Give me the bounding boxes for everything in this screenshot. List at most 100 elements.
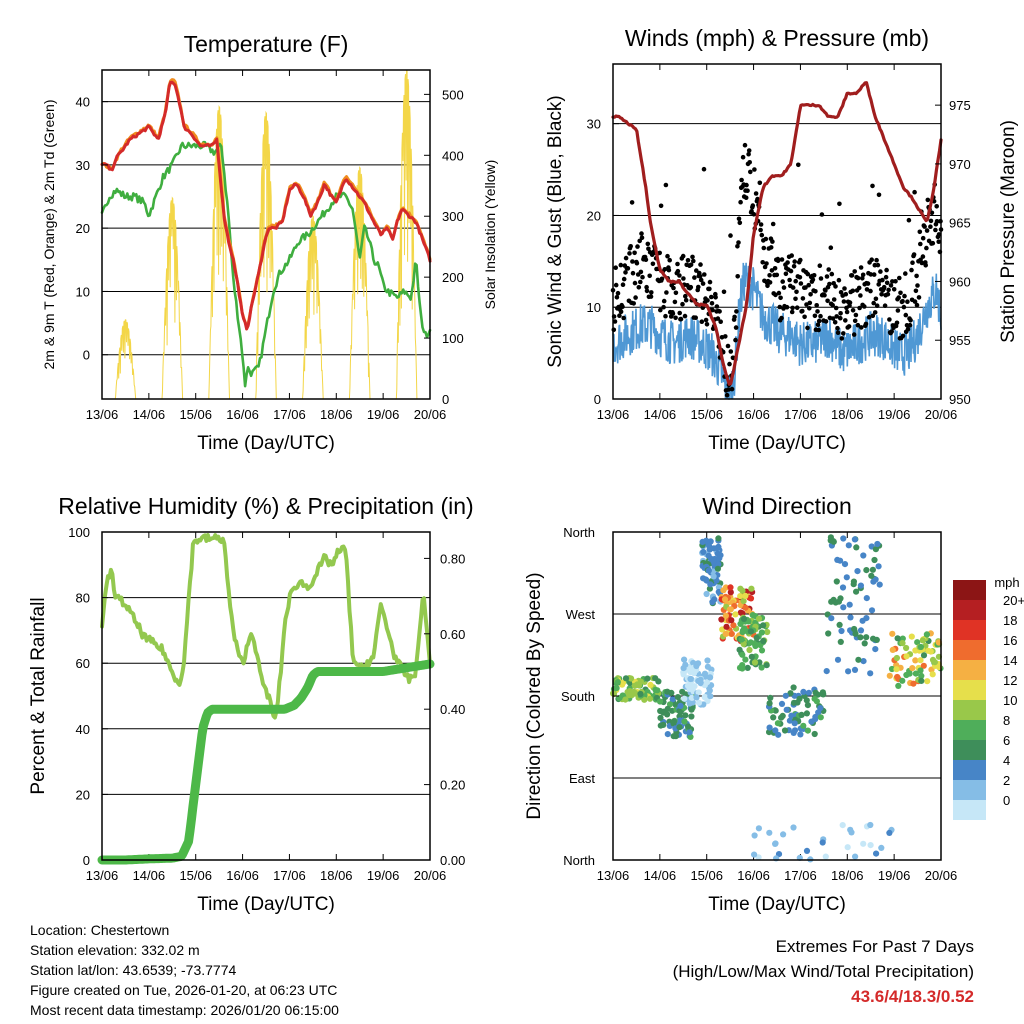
- gust-point: [681, 276, 686, 281]
- gust-point: [903, 271, 908, 276]
- gust-point: [763, 236, 769, 242]
- humidity-y-tick-label: 60: [76, 656, 90, 671]
- gust-point: [807, 300, 813, 306]
- direction-point: [817, 714, 824, 721]
- direction-point: [840, 535, 847, 542]
- gust-point: [864, 287, 870, 292]
- gust-point: [836, 277, 842, 283]
- direction-y-tick-label: North: [563, 525, 595, 540]
- humidity-title: Relative Humidity (%) & Precipitation (i…: [58, 493, 473, 519]
- direction-title: Wind Direction: [702, 493, 852, 519]
- direction-point: [812, 689, 819, 696]
- temperature-y-tick-label: 30: [76, 158, 90, 173]
- gust-point: [773, 292, 778, 298]
- gust-point: [830, 302, 835, 308]
- direction-point: [677, 702, 684, 710]
- gust-point: [796, 162, 801, 168]
- gust-point: [835, 325, 840, 331]
- direction-point: [852, 853, 859, 860]
- gust-point: [649, 290, 654, 295]
- gust-point: [671, 285, 676, 291]
- direction-point: [803, 697, 810, 704]
- direction-point: [772, 727, 779, 734]
- temperature-x-tick-label: 16/06: [226, 407, 259, 422]
- gust-point: [646, 246, 651, 252]
- gust-point: [740, 154, 746, 160]
- gust-point: [723, 334, 728, 339]
- direction-point: [737, 585, 744, 592]
- direction-x-tick-label: 15/06: [690, 868, 723, 883]
- winds-y-tick-label: 20: [587, 208, 601, 223]
- humidity-x-tick-label: 15/06: [179, 868, 212, 883]
- gust-point: [866, 314, 872, 320]
- gust-point: [739, 177, 744, 183]
- direction-point: [753, 634, 760, 641]
- gust-point: [765, 283, 770, 289]
- direction-point: [925, 647, 932, 654]
- gust-point: [752, 167, 757, 172]
- direction-point: [755, 825, 763, 832]
- gust-point: [618, 262, 624, 268]
- gust-point: [724, 392, 730, 398]
- humidity-y-tick-label: 80: [76, 591, 90, 606]
- temperature-panel: 13/06 14/06 15/06 16/06 17/06 18/06 19/06 20/06…: [41, 31, 498, 454]
- dewpoint-line: [100, 140, 432, 388]
- gust-point: [680, 253, 686, 259]
- gust-point: [620, 304, 625, 310]
- direction-point: [874, 540, 881, 548]
- gust-point: [917, 229, 923, 235]
- gust-point: [873, 296, 879, 302]
- gust-point: [685, 258, 691, 263]
- direction-point: [886, 672, 893, 679]
- speed-legend-swatch: [953, 620, 986, 640]
- gust-point: [621, 276, 627, 282]
- gust-point: [758, 227, 763, 233]
- direction-point: [755, 615, 763, 622]
- direction-point: [627, 675, 635, 682]
- direction-point: [727, 606, 734, 613]
- gust-point: [920, 235, 926, 241]
- direction-point: [748, 653, 755, 660]
- direction-x-tick-label: 17/06: [784, 868, 817, 883]
- gust-point: [699, 319, 705, 325]
- speed-legend-swatch: [953, 600, 986, 620]
- gust-point: [816, 318, 822, 324]
- direction-point: [908, 633, 915, 640]
- direction-point: [693, 694, 700, 701]
- direction-point: [899, 635, 906, 642]
- gust-point: [912, 189, 917, 195]
- direction-point: [720, 587, 727, 594]
- gust-point: [857, 305, 862, 311]
- direction-point: [772, 840, 779, 847]
- gust-point: [902, 293, 907, 299]
- gust-point: [672, 299, 678, 305]
- gust-point: [784, 304, 790, 310]
- gust-point: [715, 316, 721, 321]
- direction-point: [860, 840, 867, 847]
- direction-point: [919, 637, 927, 644]
- gust-point: [688, 262, 694, 268]
- gust-point: [683, 297, 689, 303]
- gust-point: [638, 269, 644, 275]
- gust-point: [814, 303, 819, 308]
- direction-point: [664, 705, 671, 712]
- direction-point: [742, 656, 749, 663]
- direction-point: [622, 696, 629, 703]
- gust-point: [659, 276, 665, 282]
- gust-point: [855, 275, 861, 281]
- gust-point: [790, 285, 796, 290]
- gust-point: [897, 275, 902, 281]
- direction-point: [804, 702, 812, 709]
- direction-point: [763, 662, 770, 669]
- direction-point: [741, 625, 748, 632]
- gust-point: [623, 255, 629, 261]
- humidity-y-tick-label: 20: [76, 787, 90, 802]
- direction-point: [851, 625, 858, 633]
- direction-point: [660, 709, 667, 716]
- direction-point: [853, 588, 860, 595]
- gust-point: [797, 275, 803, 280]
- gust-point: [627, 251, 632, 256]
- gust-point: [886, 287, 891, 293]
- direction-point: [914, 639, 921, 646]
- insolation-y-tick-label: 300: [442, 209, 464, 224]
